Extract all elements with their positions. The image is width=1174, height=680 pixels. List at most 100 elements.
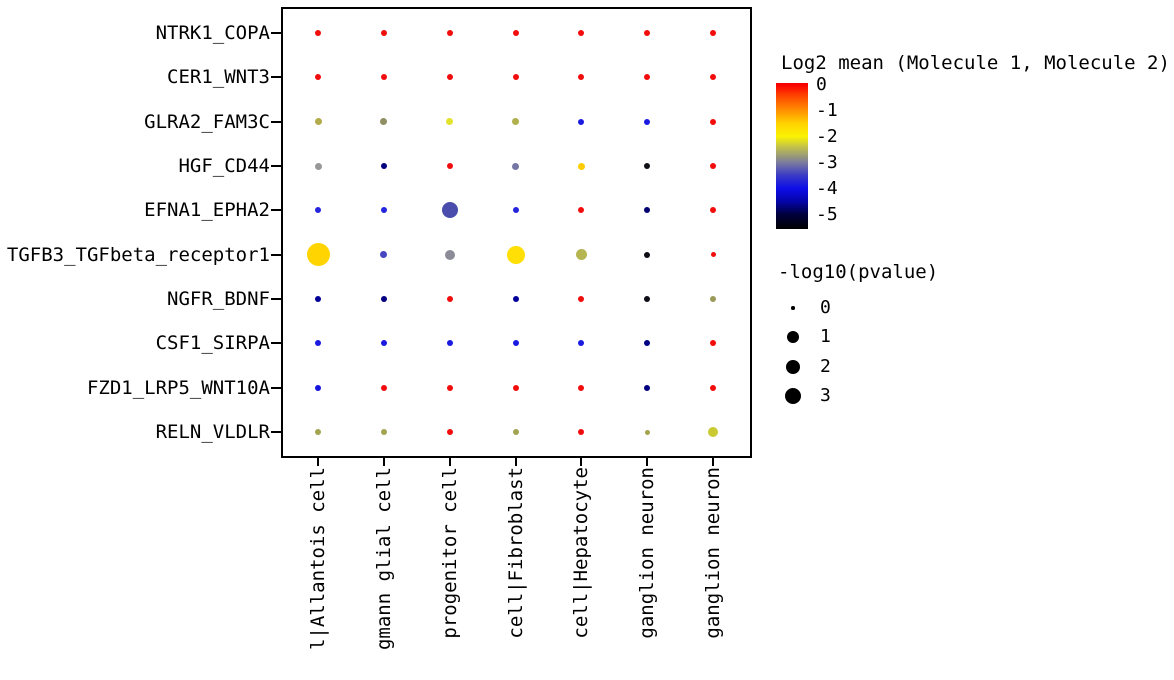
color-legend-title: Log2 mean (Molecule 1, Molecule 2) <box>781 52 1170 74</box>
colorbar-tick-label-1: -1 <box>816 99 838 121</box>
size-legend-label-3: 3 <box>820 385 831 406</box>
dot-r1-c1 <box>380 74 387 81</box>
dot-r4-c2 <box>441 202 458 219</box>
dot-r8-c0 <box>315 384 321 391</box>
dot-r8-c2 <box>446 384 453 391</box>
dot-r8-c1 <box>380 384 387 391</box>
dot-r3-c4 <box>577 162 585 170</box>
y-tick-0 <box>271 32 281 34</box>
dot-r7-c6 <box>710 340 716 347</box>
dot-r4-c6 <box>710 207 716 214</box>
dot-r6-c2 <box>446 296 453 302</box>
dot-r9-c0 <box>315 429 321 435</box>
size-legend-dot-3 <box>784 387 802 405</box>
dot-r5-c2 <box>444 249 455 260</box>
x-axis-label-6: ganglion neuron <box>702 467 724 639</box>
dot-r6-c4 <box>578 296 585 302</box>
dot-r5-c1 <box>380 251 388 259</box>
dot-r2-c3 <box>512 118 519 126</box>
dot-r4-c0 <box>315 207 321 214</box>
dot-r2-c6 <box>710 118 716 125</box>
y-tick-4 <box>271 209 281 212</box>
dot-r8-c4 <box>578 384 585 391</box>
dot-r7-c4 <box>578 340 585 347</box>
y-tick-8 <box>271 386 281 389</box>
size-legend-label-0: 0 <box>820 297 831 318</box>
dot-r0-c0 <box>315 30 321 36</box>
x-axis-label-4: cell|Hepatocyte <box>570 467 593 639</box>
dot-r0-c3 <box>512 30 519 36</box>
dot-r8-c3 <box>512 384 519 391</box>
dot-r3-c5 <box>644 163 651 169</box>
colorbar-tick-label-2: -2 <box>816 125 838 147</box>
dot-r6-c3 <box>512 296 519 302</box>
dot-r9-c3 <box>512 429 519 435</box>
x-tick-2 <box>448 458 451 466</box>
dot-r3-c0 <box>314 162 322 170</box>
size-legend-label-1: 1 <box>820 326 831 347</box>
y-tick-7 <box>271 342 281 345</box>
y-axis-label-8: FZD1_LRP5_WNT10A <box>86 376 270 399</box>
size-legend-dot-0 <box>791 306 795 310</box>
dot-r2-c4 <box>578 118 585 125</box>
dot-r5-c5 <box>644 251 651 258</box>
x-axis-label-2: progenitor cell <box>438 467 461 639</box>
dot-r9-c6 <box>708 427 718 437</box>
dot-r0-c5 <box>644 30 651 36</box>
dot-r5-c3 <box>506 245 525 264</box>
x-tick-4 <box>580 458 583 466</box>
dot-r0-c1 <box>380 30 387 36</box>
dot-r5-c6 <box>710 252 716 258</box>
dot-r1-c4 <box>578 74 585 81</box>
dot-r5-c4 <box>575 249 587 261</box>
y-tick-9 <box>271 431 281 433</box>
colorbar-tick-label-0: 0 <box>816 73 827 95</box>
y-axis-label-2: GLRA2_FAM3C <box>144 110 270 133</box>
dot-r9-c1 <box>380 429 387 435</box>
y-axis-label-9: RELN_VLDLR <box>155 421 270 443</box>
y-axis-label-1: CER1_WNT3 <box>167 66 270 89</box>
dot-r2-c5 <box>644 118 651 125</box>
plot-area-frame <box>281 7 752 458</box>
x-axis-label-3: cell|Fibroblast <box>504 467 527 639</box>
y-tick-2 <box>271 120 281 123</box>
dot-r7-c0 <box>315 340 321 347</box>
dot-r3-c6 <box>710 163 716 169</box>
dot-r7-c3 <box>512 340 519 347</box>
y-tick-6 <box>271 298 281 300</box>
y-axis-label-0: NTRK1_COPA <box>155 22 270 44</box>
dot-r3-c3 <box>512 162 519 170</box>
x-axis-label-1: gmann glial cell <box>372 467 395 651</box>
dot-r4-c5 <box>644 207 651 214</box>
dot-r7-c5 <box>644 340 651 347</box>
dot-r3-c1 <box>380 163 387 169</box>
y-axis-label-4: EFNA1_EPHA2 <box>144 199 270 222</box>
dot-r7-c2 <box>446 340 453 347</box>
dot-r1-c2 <box>446 74 453 81</box>
dot-r1-c0 <box>315 74 321 81</box>
colorbar-tick-label-4: -4 <box>816 177 838 199</box>
dot-r9-c4 <box>578 429 585 435</box>
dot-r3-c2 <box>446 163 453 169</box>
dot-r2-c0 <box>314 118 322 126</box>
size-legend-dot-1 <box>786 330 800 344</box>
dot-r9-c5 <box>644 429 650 435</box>
y-axis-label-5: TGFB3_TGFbeta_receptor1 <box>6 243 270 266</box>
dot-r6-c0 <box>315 296 321 302</box>
colorbar-tick-label-5: -5 <box>816 203 838 225</box>
dot-r4-c1 <box>380 207 387 214</box>
dot-r8-c6 <box>710 384 716 391</box>
size-legend-title: -log10(pvalue) <box>778 261 939 283</box>
dot-r0-c6 <box>710 30 716 36</box>
dot-r9-c2 <box>446 429 453 435</box>
dot-r1-c6 <box>710 74 716 81</box>
dot-r7-c1 <box>380 340 387 347</box>
x-tick-0 <box>317 458 319 466</box>
dot-r8-c5 <box>644 384 651 391</box>
dot-r0-c4 <box>578 30 585 36</box>
dot-r4-c4 <box>578 207 585 214</box>
x-axis-label-5: ganglion neuron <box>636 467 659 639</box>
colorbar-tick-label-3: -3 <box>816 151 838 173</box>
x-axis-label-0: l|Allantois cell <box>307 467 329 651</box>
